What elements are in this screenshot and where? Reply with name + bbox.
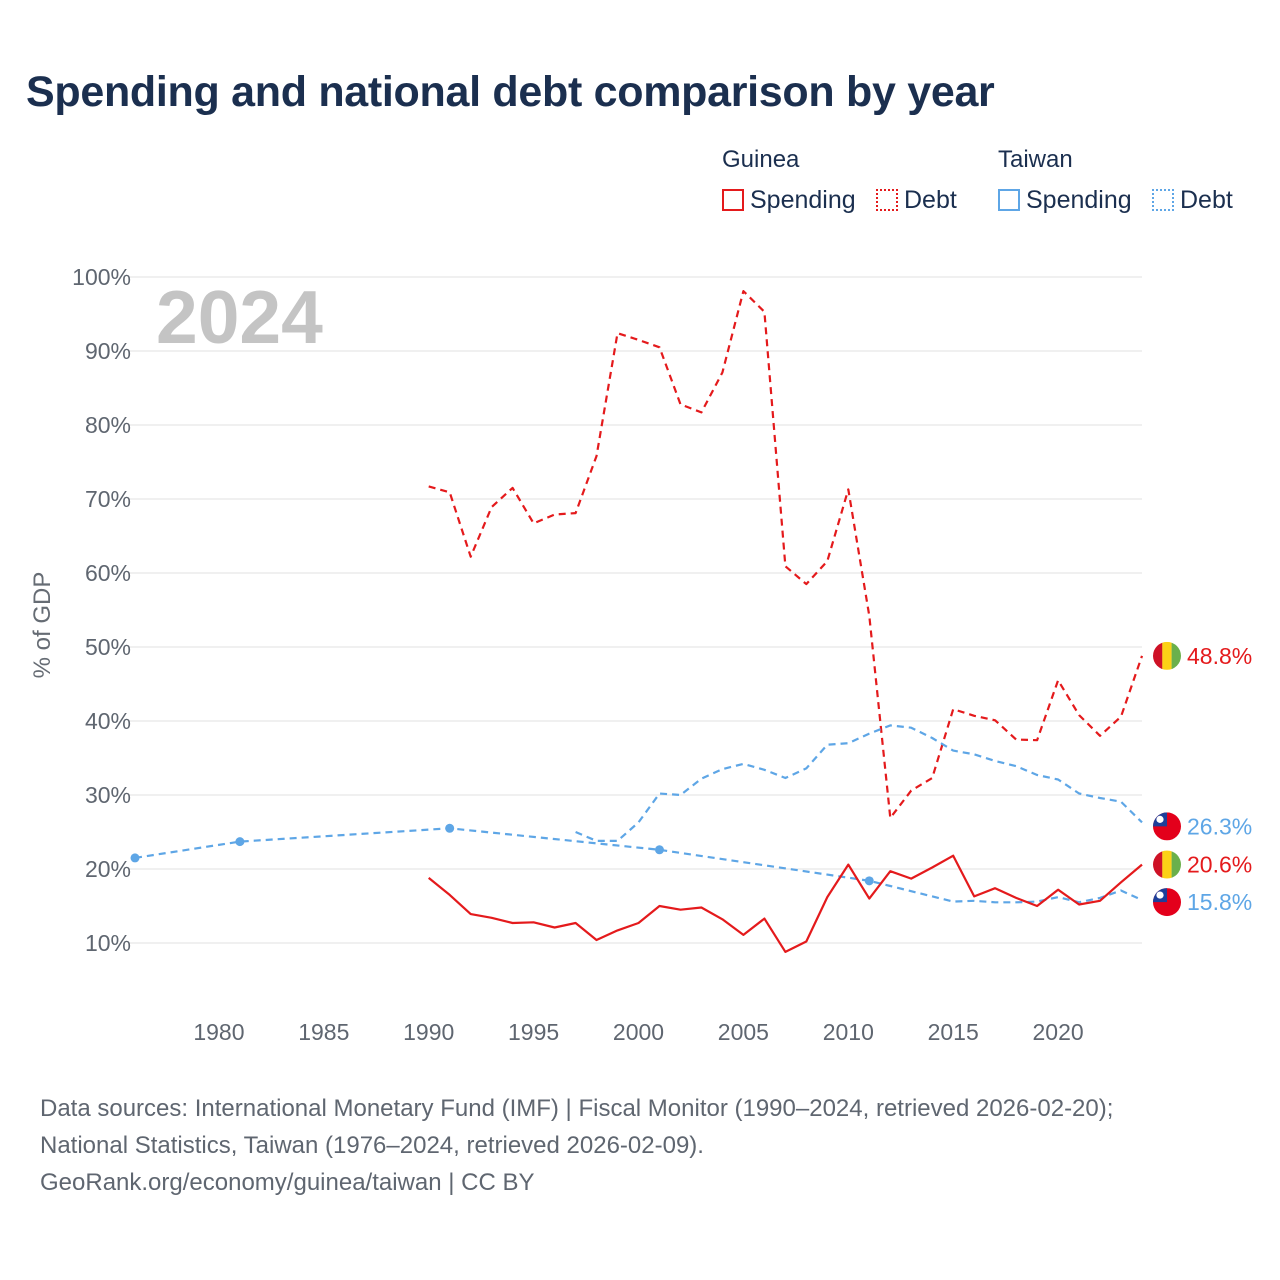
legend-guinea-spending[interactable]: Spending (722, 186, 856, 214)
end-label: 48.8% (1187, 643, 1252, 669)
data-point-marker (235, 837, 245, 847)
flag-sun (1156, 815, 1164, 823)
legend-group-guinea: Guinea (722, 146, 800, 173)
legend-swatch-taiwan-spending (998, 189, 1020, 211)
series-line-taiwan-debt (134, 827, 1143, 904)
y-tick-label: 40% (85, 708, 131, 734)
y-tick-label: 70% (85, 486, 131, 512)
y-tick-label: 100% (72, 264, 131, 290)
series (130, 290, 1144, 954)
series-line-guinea-debt (428, 290, 1144, 820)
series-line-guinea-spending (428, 854, 1143, 954)
grid (130, 276, 1142, 944)
chart-title: Spending and national debt comparison by… (26, 68, 995, 116)
legend-guinea-debt[interactable]: Debt (876, 186, 957, 214)
flag-stripe (1171, 641, 1181, 670)
legend-taiwan-spending[interactable]: Spending (998, 186, 1132, 214)
flag-stripe (1162, 641, 1172, 670)
y-axis-title: % of GDP (29, 572, 56, 679)
x-tick-label: 1980 (193, 1019, 244, 1045)
legend-swatch-guinea-debt (876, 189, 898, 211)
flag-stripe (1171, 850, 1181, 879)
legend-label: Spending (1026, 185, 1132, 214)
x-tick-label: 2015 (928, 1019, 979, 1045)
y-tick-label: 50% (85, 634, 131, 660)
y-tick-label: 20% (85, 856, 131, 882)
legend-group-taiwan: Taiwan (998, 146, 1073, 173)
legend-taiwan-debt[interactable]: Debt (1152, 186, 1233, 214)
data-point-marker (864, 876, 874, 886)
flag-stripe (1162, 850, 1172, 879)
data-point-marker (654, 845, 664, 855)
data-point-marker (130, 853, 140, 863)
end-label: 20.6% (1187, 852, 1252, 878)
flag-guinea-icon (1153, 641, 1181, 670)
y-tick-label: 10% (85, 930, 131, 956)
x-tick-label: 1985 (298, 1019, 349, 1045)
x-tick-label: 2010 (823, 1019, 874, 1045)
y-tick-label: 30% (85, 782, 131, 808)
source-note: Data sources: International Monetary Fun… (40, 1090, 1113, 1201)
legend-swatch-taiwan-debt (1152, 189, 1174, 211)
data-point-marker (445, 823, 455, 833)
legend-label: Debt (904, 185, 957, 214)
flag-sun (1156, 891, 1164, 899)
end-label: 26.3% (1187, 813, 1252, 839)
legend-label: Spending (750, 185, 856, 214)
year-watermark: 2024 (156, 275, 323, 359)
source-line-3[interactable]: GeoRank.org/economy/guinea/taiwan | CC B… (40, 1169, 535, 1196)
x-tick-label: 2000 (613, 1019, 664, 1045)
axes: 10% 20% 30% 40% 50% 60% 70% 80% 90% 100% 1980 1985 1… (72, 264, 1083, 1045)
source-line-2: National Statistics, Taiwan (1976–2024, … (40, 1132, 704, 1159)
flag-stripe (1153, 641, 1163, 670)
legend-swatch-guinea-spending (722, 189, 744, 211)
line-chart: 10% 20% 30% 40% 50% 60% 70% 80% 90% 100% 1980 1985 1… (29, 264, 1252, 1045)
series-line-taiwan-spending (575, 724, 1143, 843)
y-tick-label: 90% (85, 338, 131, 364)
flag-guinea-icon (1153, 850, 1181, 879)
flag-taiwan-icon (1153, 812, 1181, 841)
x-tick-label: 1995 (508, 1019, 559, 1045)
x-tick-label: 2005 (718, 1019, 769, 1045)
x-tick-label: 1990 (403, 1019, 454, 1045)
flag-taiwan-icon (1153, 888, 1181, 917)
source-line-1: Data sources: International Monetary Fun… (40, 1095, 1114, 1122)
flag-stripe (1153, 850, 1163, 879)
end-labels: 48.8% 26.3% 20.6% 15.8% (1153, 641, 1252, 917)
x-tick-label: 2020 (1032, 1019, 1083, 1045)
legend-label: Debt (1180, 185, 1233, 214)
y-tick-label: 60% (85, 560, 131, 586)
y-tick-label: 80% (85, 412, 131, 438)
end-label: 15.8% (1187, 889, 1252, 915)
